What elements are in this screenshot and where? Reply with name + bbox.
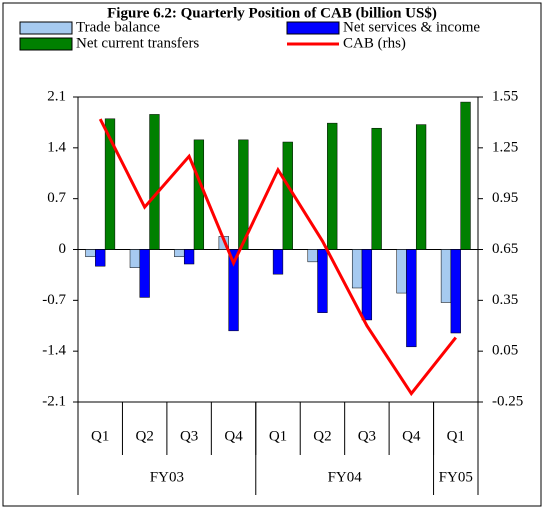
x-tick-label: Q2 — [135, 428, 153, 444]
x-tick-label: Q3 — [180, 428, 198, 444]
y2-tick-label: 0.65 — [492, 241, 518, 257]
legend-label: Net current transfers — [76, 35, 199, 51]
y-tick-label: -1.4 — [42, 343, 66, 359]
legend-label: Trade balance — [76, 19, 160, 35]
bar — [440, 249, 452, 303]
bar — [327, 122, 338, 250]
y-tick-label: 0.7 — [47, 190, 66, 206]
y2-tick-label: -0.25 — [492, 393, 523, 409]
bar — [317, 249, 328, 313]
bar — [228, 249, 239, 332]
bar — [129, 249, 141, 268]
legend-swatch — [286, 21, 340, 35]
bar — [415, 124, 427, 250]
bar — [450, 249, 461, 334]
x-tick-label: Q4 — [402, 428, 421, 444]
y2-tick-label: 0.05 — [492, 343, 518, 359]
group-label: FY05 — [439, 469, 473, 485]
cab-line — [98, 118, 457, 397]
bar — [396, 249, 407, 294]
x-tick-label: Q1 — [447, 428, 465, 444]
bar — [307, 249, 318, 263]
bar — [361, 249, 373, 321]
bar — [183, 249, 195, 265]
y2-tick-label: 0.95 — [492, 190, 518, 206]
group-label: FY03 — [150, 469, 184, 485]
bar — [351, 249, 363, 289]
x-tick-label: Q2 — [313, 428, 331, 444]
bar — [272, 249, 284, 275]
y-tick-label: -0.7 — [42, 292, 66, 308]
x-tick-label: Q1 — [91, 428, 109, 444]
legend-swatch — [19, 37, 73, 51]
bar — [149, 114, 160, 250]
x-tick-label: Q1 — [269, 428, 287, 444]
bar — [174, 249, 185, 258]
legend-label: CAB (rhs) — [343, 35, 406, 51]
x-tick-label: Q3 — [358, 428, 376, 444]
bar — [104, 118, 116, 250]
y2-tick-label: 1.25 — [492, 139, 518, 155]
bar — [193, 139, 205, 250]
y-tick-label: 2.1 — [47, 88, 66, 104]
bar — [406, 249, 417, 348]
y-tick-label: 1.4 — [47, 139, 66, 155]
legend-swatch — [19, 21, 73, 35]
bar — [238, 139, 249, 250]
y2-tick-label: 1.55 — [492, 88, 518, 104]
bar — [95, 249, 106, 267]
chart-title: Figure 6.2: Quarterly Position of CAB (b… — [107, 5, 437, 21]
y2-tick-label: 0.35 — [492, 292, 518, 308]
bar — [139, 249, 150, 298]
group-label: FY04 — [328, 469, 363, 485]
legend-label: Net services & income — [343, 19, 480, 35]
bar — [460, 101, 471, 250]
x-tick-label: Q4 — [224, 428, 243, 444]
bar — [282, 141, 293, 250]
bar — [371, 127, 382, 250]
bar — [85, 249, 96, 258]
y-tick-label: -2.1 — [42, 393, 66, 409]
y-tick-label: 0 — [59, 241, 67, 257]
